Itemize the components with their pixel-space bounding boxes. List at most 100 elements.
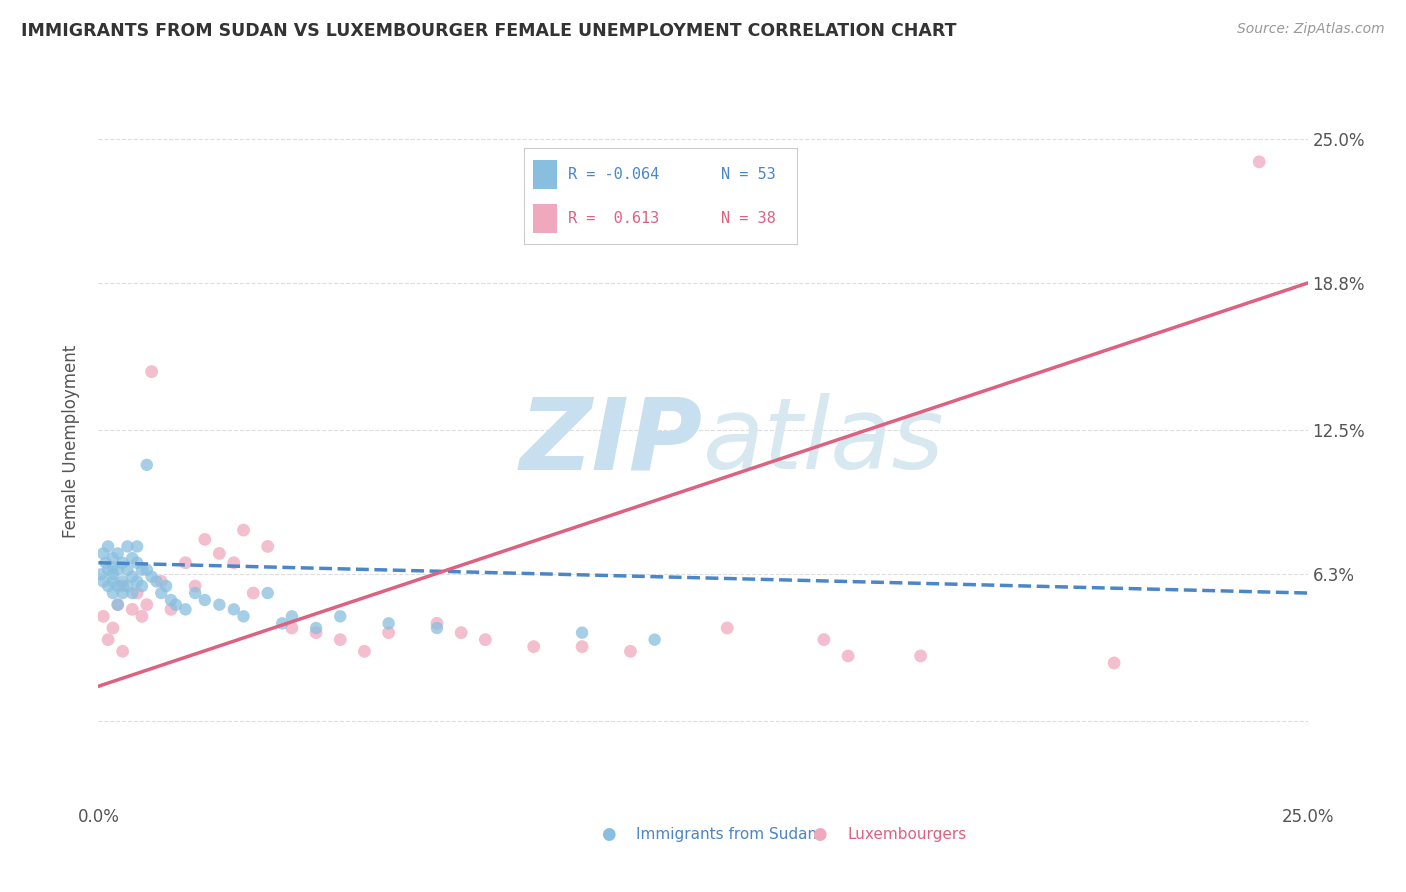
Point xyxy=(813,632,835,647)
Point xyxy=(474,632,496,647)
Point xyxy=(111,644,134,658)
Point xyxy=(107,563,129,577)
Point xyxy=(174,602,197,616)
Point xyxy=(127,540,149,554)
Point xyxy=(619,644,641,658)
Text: IMMIGRANTS FROM SUDAN VS LUXEMBOURGER FEMALE UNEMPLOYMENT CORRELATION CHART: IMMIGRANTS FROM SUDAN VS LUXEMBOURGER FE… xyxy=(21,22,956,40)
Point xyxy=(305,625,328,640)
Point xyxy=(101,560,124,574)
Point xyxy=(121,570,143,584)
Point xyxy=(716,621,738,635)
Point xyxy=(127,574,149,589)
Point xyxy=(160,593,183,607)
Point xyxy=(101,586,124,600)
Point xyxy=(131,609,153,624)
Point xyxy=(208,546,231,560)
Point xyxy=(281,621,304,635)
Point xyxy=(194,593,217,607)
Point xyxy=(97,632,120,647)
Point xyxy=(101,574,124,589)
Point xyxy=(644,632,666,647)
Point xyxy=(97,540,120,554)
Point xyxy=(194,533,217,547)
Point xyxy=(184,579,207,593)
Point xyxy=(329,632,352,647)
Point xyxy=(145,574,167,589)
Point xyxy=(121,586,143,600)
Text: N = 53: N = 53 xyxy=(721,167,775,182)
Point xyxy=(377,625,399,640)
Point xyxy=(450,625,472,640)
Point xyxy=(131,563,153,577)
Point xyxy=(329,609,352,624)
Point xyxy=(90,567,112,582)
Point xyxy=(256,586,278,600)
Point xyxy=(281,609,304,624)
Point xyxy=(184,586,207,600)
Point xyxy=(107,579,129,593)
Point xyxy=(135,598,157,612)
Point xyxy=(101,551,124,566)
Point xyxy=(353,644,375,658)
Point xyxy=(165,598,187,612)
Point xyxy=(271,616,294,631)
Point xyxy=(121,551,143,566)
Point xyxy=(121,602,143,616)
Point xyxy=(127,586,149,600)
Text: ●: ● xyxy=(600,825,616,843)
Point xyxy=(1102,656,1125,670)
Point xyxy=(91,574,114,589)
Point xyxy=(232,609,254,624)
Text: R = -0.064: R = -0.064 xyxy=(568,167,659,182)
Point xyxy=(426,616,449,631)
Point xyxy=(160,602,183,616)
Point xyxy=(222,556,245,570)
Text: ●: ● xyxy=(811,825,827,843)
Point xyxy=(91,546,114,560)
Point xyxy=(111,556,134,570)
Point xyxy=(242,586,264,600)
Point xyxy=(837,648,859,663)
Point xyxy=(107,598,129,612)
Point xyxy=(131,579,153,593)
Point xyxy=(135,458,157,472)
Point xyxy=(305,621,328,635)
Point xyxy=(117,540,139,554)
Point xyxy=(107,546,129,560)
Point xyxy=(426,621,449,635)
FancyBboxPatch shape xyxy=(533,204,557,233)
Point xyxy=(571,640,593,654)
Point xyxy=(111,574,134,589)
Point xyxy=(910,648,932,663)
Point xyxy=(111,586,134,600)
Point xyxy=(141,365,163,379)
Point xyxy=(94,556,117,570)
Point xyxy=(101,621,124,635)
Point xyxy=(377,616,399,631)
Point xyxy=(111,579,134,593)
Point xyxy=(150,574,173,589)
Text: Immigrants from Sudan: Immigrants from Sudan xyxy=(636,827,817,841)
Point xyxy=(97,579,120,593)
Point xyxy=(222,602,245,616)
Text: Source: ZipAtlas.com: Source: ZipAtlas.com xyxy=(1237,22,1385,37)
Text: Luxembourgers: Luxembourgers xyxy=(846,827,966,841)
Point xyxy=(155,579,177,593)
Point xyxy=(150,586,173,600)
Point xyxy=(141,570,163,584)
Point xyxy=(107,598,129,612)
Text: R =  0.613: R = 0.613 xyxy=(568,211,659,226)
Point xyxy=(97,563,120,577)
Point xyxy=(135,563,157,577)
Point xyxy=(117,563,139,577)
Point xyxy=(101,567,124,582)
Point xyxy=(174,556,197,570)
Point xyxy=(117,579,139,593)
Point xyxy=(232,523,254,537)
Point xyxy=(256,540,278,554)
Y-axis label: Female Unemployment: Female Unemployment xyxy=(62,345,80,538)
Point xyxy=(91,609,114,624)
Text: atlas: atlas xyxy=(703,393,945,490)
FancyBboxPatch shape xyxy=(533,160,557,188)
Point xyxy=(1249,154,1271,169)
